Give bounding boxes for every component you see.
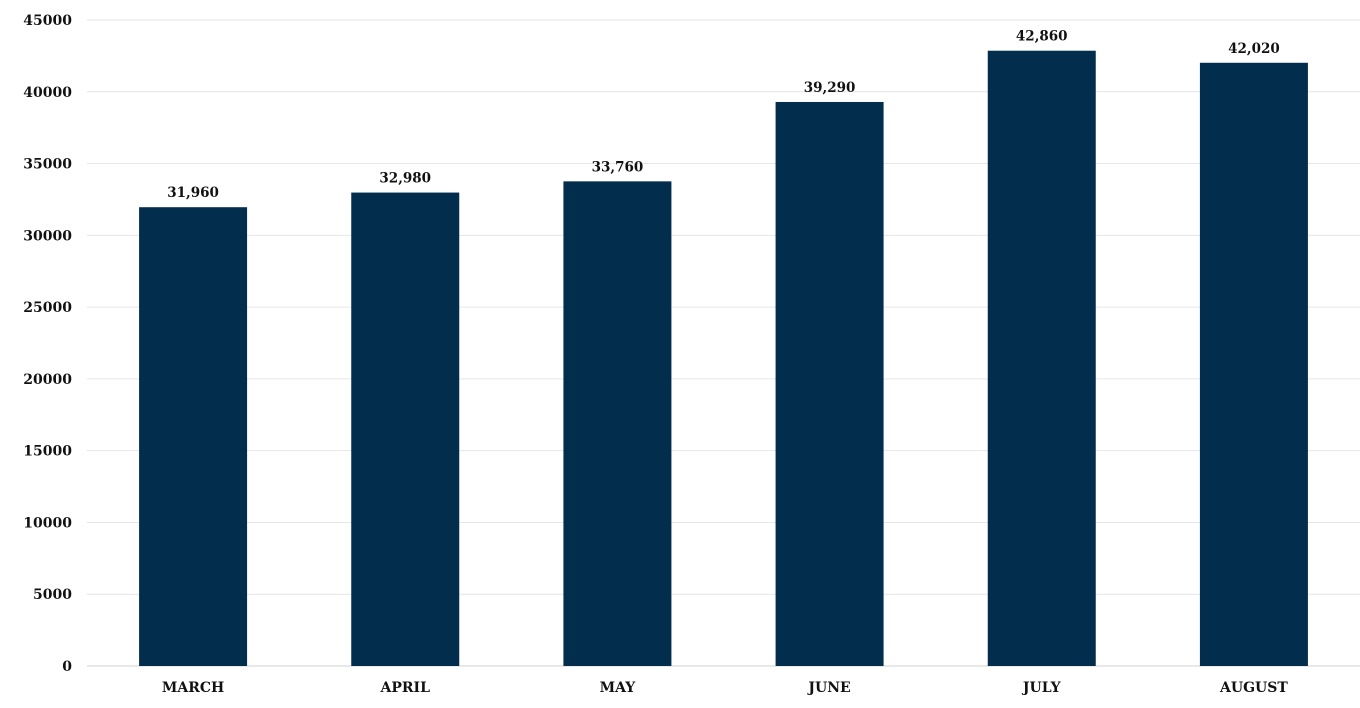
- bars: [139, 50, 1308, 667]
- y-tick-label: 35000: [23, 157, 72, 173]
- x-tick-label-june: JUNE: [806, 680, 850, 696]
- y-tick-label: 25000: [23, 300, 72, 316]
- y-tick-label: 0: [62, 659, 72, 675]
- y-axis-tick-labels: 0 5000 10000 15000 20000 25000 30000 35000 40000…: [23, 13, 72, 675]
- data-label-may: 33,760: [592, 159, 644, 175]
- bar-april: [351, 192, 460, 666]
- x-tick-label-august: AUGUST: [1219, 680, 1288, 696]
- x-tick-label-april: APRIL: [380, 680, 431, 696]
- y-tick-label: 40000: [23, 85, 72, 101]
- y-tick-label: 10000: [23, 515, 72, 531]
- x-axis-tick-labels: MARCH APRIL MAY JUNE JULY AUGUST: [162, 680, 1288, 696]
- data-label-april: 32,980: [379, 171, 431, 187]
- x-tick-label-july: JULY: [1021, 680, 1062, 696]
- y-tick-label: 15000: [23, 444, 72, 460]
- bar-data-labels: 31,960 32,980 33,760 39,290 42,860 42,020: [167, 29, 1280, 201]
- bar-may: [563, 181, 672, 666]
- x-tick-label-march: MARCH: [162, 680, 224, 696]
- x-tick-label-may: MAY: [600, 680, 637, 696]
- bar-july: [987, 50, 1096, 667]
- y-tick-label: 5000: [33, 587, 72, 603]
- bar-march: [139, 207, 248, 666]
- bar-august: [1199, 62, 1308, 667]
- data-label-march: 31,960: [167, 185, 219, 201]
- y-tick-label: 20000: [23, 372, 72, 388]
- data-label-june: 39,290: [804, 80, 856, 96]
- data-label-july: 42,860: [1016, 29, 1068, 45]
- y-tick-label: 30000: [23, 228, 72, 244]
- bar-june: [775, 101, 884, 667]
- y-tick-label: 45000: [23, 13, 72, 29]
- gridlines: [87, 19, 1360, 667]
- data-label-august: 42,020: [1228, 41, 1280, 57]
